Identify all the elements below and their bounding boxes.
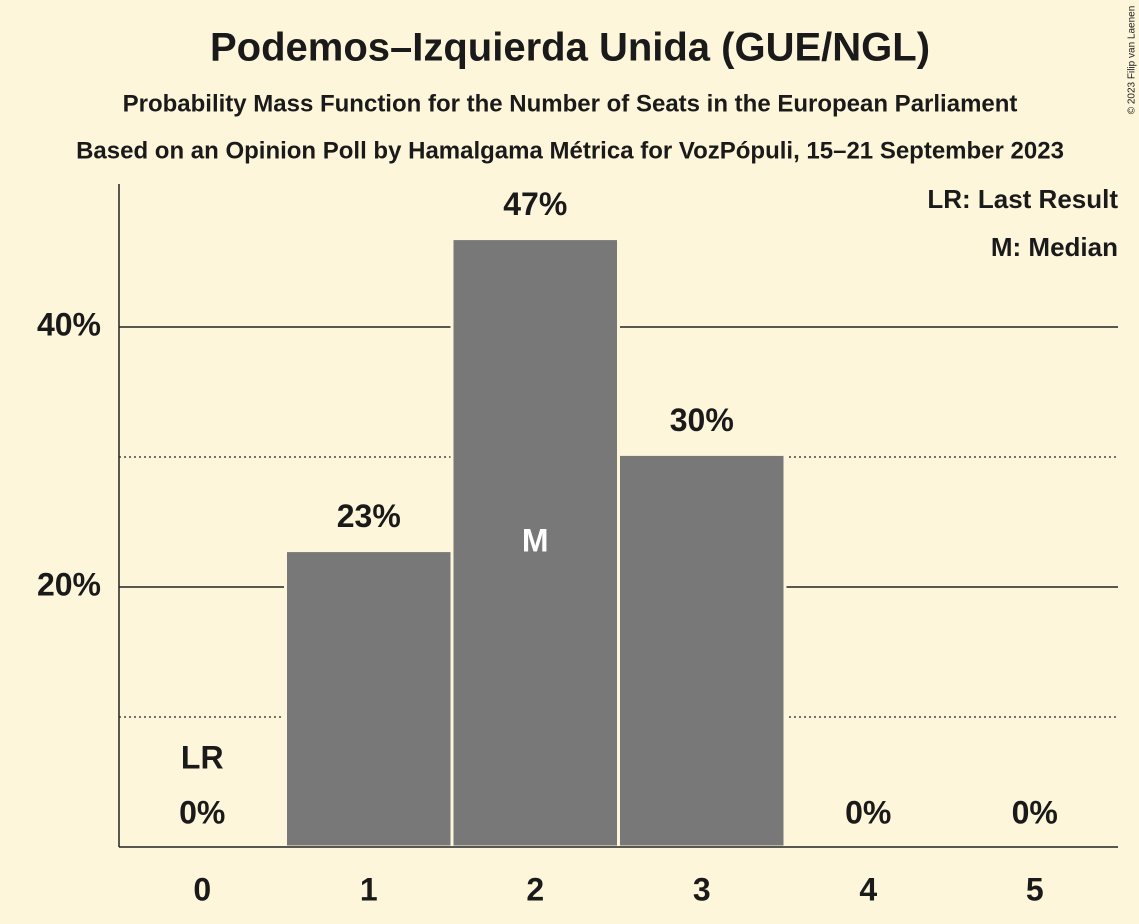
value-label: 0% xyxy=(845,794,891,830)
x-tick-label: 4 xyxy=(859,871,877,907)
bar xyxy=(617,452,787,849)
chart-caption: Based on an Opinion Poll by Hamalgama Mé… xyxy=(76,137,1064,164)
chart-subtitle: Probability Mass Function for the Number… xyxy=(123,90,1018,117)
x-tick-label: 2 xyxy=(526,871,544,907)
y-tick-label: 40% xyxy=(37,306,101,342)
median-label: M xyxy=(522,522,549,558)
value-label: 47% xyxy=(503,186,567,222)
x-tick-label: 3 xyxy=(693,871,711,907)
value-label: 23% xyxy=(337,498,401,534)
bar xyxy=(284,549,454,849)
chart-title: Podemos–Izquierda Unida (GUE/NGL) xyxy=(210,26,930,70)
value-label: 30% xyxy=(670,402,734,438)
legend-entry: LR: Last Result xyxy=(927,184,1118,214)
y-tick-label: 20% xyxy=(37,566,101,602)
x-tick-label: 0 xyxy=(193,871,211,907)
copyright: © 2023 Filip van Laenen xyxy=(1127,6,1138,115)
value-label: 0% xyxy=(1012,794,1058,830)
legend-entry: M: Median xyxy=(991,232,1118,262)
bar xyxy=(450,237,620,849)
x-tick-label: 1 xyxy=(360,871,378,907)
x-tick-label: 5 xyxy=(1026,871,1044,907)
last-result-label: LR xyxy=(181,739,224,775)
value-label: 0% xyxy=(179,794,225,830)
